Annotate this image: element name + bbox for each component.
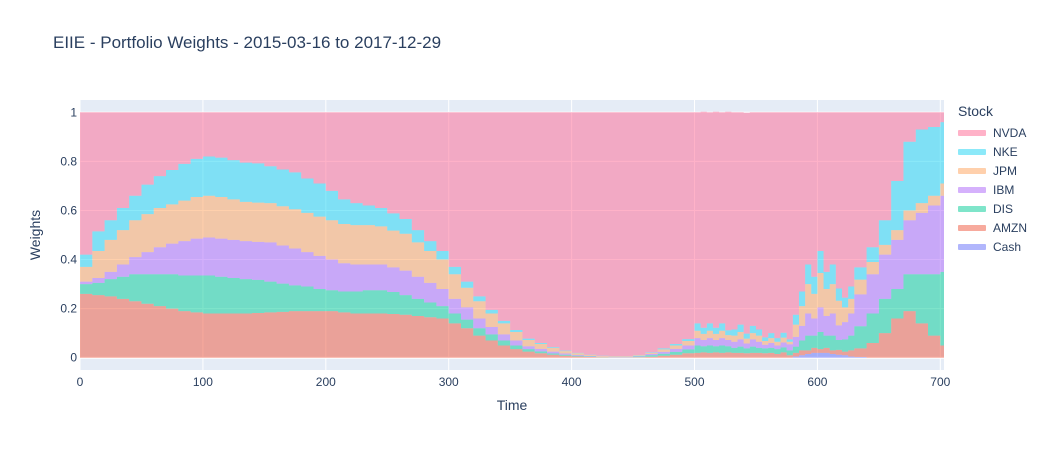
stacked-areas[interactable] bbox=[80, 111, 944, 358]
legend-swatch bbox=[958, 205, 986, 212]
y-tick-label: 0.2 bbox=[60, 302, 77, 316]
legend-label: Cash bbox=[993, 239, 1022, 254]
legend-item-nke[interactable]: NKE bbox=[958, 142, 1050, 161]
chart-title: EIIE - Portfolio Weights - 2015-03-16 to… bbox=[53, 33, 442, 52]
x-tick-label: 500 bbox=[684, 375, 704, 389]
x-tick-label: 300 bbox=[439, 375, 459, 389]
legend-label: IBM bbox=[993, 182, 1015, 197]
legend-label: DIS bbox=[993, 201, 1014, 216]
y-axis-ticks: 0 0.2 0.4 0.6 0.8 1 bbox=[60, 105, 77, 364]
x-tick-label: 200 bbox=[316, 375, 336, 389]
y-tick-label: 1 bbox=[70, 105, 77, 119]
legend-label: JPM bbox=[993, 163, 1017, 178]
legend-item-amzn[interactable]: AMZN bbox=[958, 218, 1050, 237]
area-series-amzn[interactable] bbox=[80, 293, 944, 358]
legend-title: Stock bbox=[958, 103, 994, 119]
y-tick-label: 0 bbox=[70, 351, 77, 365]
x-tick-label: 700 bbox=[930, 375, 950, 389]
area-series-nvda[interactable] bbox=[80, 111, 944, 357]
legend-item-jpm[interactable]: JPM bbox=[958, 161, 1050, 180]
area-series-jpm[interactable] bbox=[80, 183, 944, 357]
legend-swatch bbox=[958, 148, 986, 155]
legend-label: AMZN bbox=[993, 220, 1027, 235]
area-series-nke[interactable] bbox=[80, 122, 944, 357]
legend-items: NVDA NKE JPM IBM DIS AMZN Cash bbox=[958, 123, 1050, 256]
legend-swatch bbox=[958, 224, 986, 231]
x-axis-title: Time bbox=[497, 397, 528, 413]
y-tick-label: 0.4 bbox=[60, 253, 77, 267]
legend-item-cash[interactable]: Cash bbox=[958, 237, 1050, 256]
area-series-cash[interactable] bbox=[80, 352, 944, 358]
x-tick-label: 600 bbox=[807, 375, 827, 389]
legend-label: NKE bbox=[993, 144, 1018, 159]
y-tick-label: 0.8 bbox=[60, 154, 77, 168]
legend-item-dis[interactable]: DIS bbox=[958, 199, 1050, 218]
area-series-dis[interactable] bbox=[80, 271, 944, 358]
legend-swatch bbox=[958, 129, 986, 136]
legend-swatch bbox=[958, 167, 986, 174]
y-axis-title: Weights bbox=[27, 210, 43, 260]
legend: Stock NVDA NKE JPM IBM DIS AMZN Cash bbox=[958, 103, 1050, 256]
x-tick-label: 0 bbox=[77, 375, 84, 389]
y-tick-label: 0.6 bbox=[60, 203, 77, 217]
legend-label: NVDA bbox=[993, 125, 1027, 140]
legend-swatch bbox=[958, 243, 986, 250]
x-tick-label: 100 bbox=[193, 375, 213, 389]
x-tick-label: 400 bbox=[562, 375, 582, 389]
legend-item-ibm[interactable]: IBM bbox=[958, 180, 1050, 199]
x-axis-ticks: 0 100 200 300 400 500 600 700 bbox=[77, 375, 951, 389]
legend-item-nvda[interactable]: NVDA bbox=[958, 123, 1050, 142]
legend-swatch bbox=[958, 186, 986, 193]
area-series-ibm[interactable] bbox=[80, 195, 944, 358]
